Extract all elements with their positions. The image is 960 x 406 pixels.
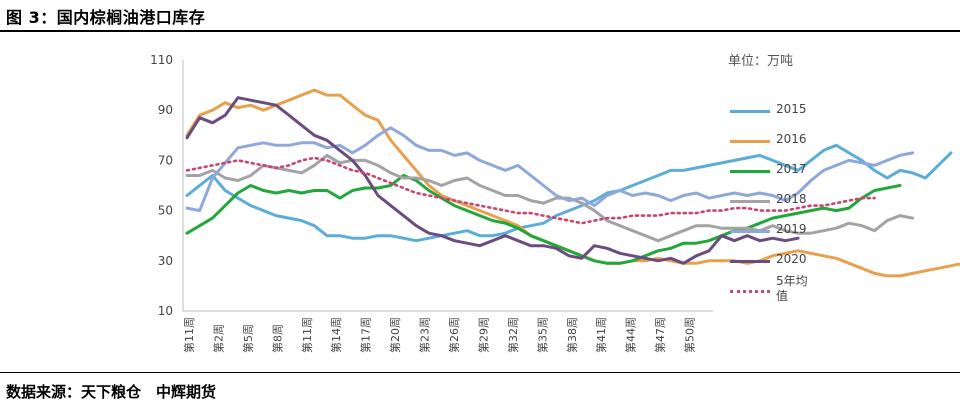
legend-label-2016: 2016 <box>776 132 807 146</box>
series-line-avg5 <box>185 156 876 225</box>
legend-line-2019 <box>730 230 770 233</box>
x-tick-label: 第17周 <box>359 317 373 353</box>
legend: 2015 2016 2017 2018 2019 2020 5年均值 <box>728 100 838 320</box>
series-line-2019 <box>185 126 915 213</box>
series-line-2016 <box>185 88 960 278</box>
x-tick-label: 第35周 <box>535 317 549 353</box>
y-tick-label: 10 <box>158 304 173 318</box>
x-tick-label: 第50周 <box>683 317 697 353</box>
y-tick-label: 110 <box>150 53 173 67</box>
y-tick-label: 90 <box>158 103 173 117</box>
x-tick-label: 第23周 <box>418 317 432 353</box>
figure-title: 图 3：国内棕榈油港口库存 <box>6 8 206 27</box>
x-tick-label: 第5周 <box>241 324 255 353</box>
source-note: 数据来源：天下粮仓 中辉期货 <box>6 383 217 401</box>
title-rule <box>0 30 960 32</box>
legend-item-2019: 2019 <box>728 220 838 250</box>
y-tick-label: 70 <box>158 153 173 167</box>
legend-item-2016: 2016 <box>728 130 838 160</box>
x-tick-label: 第14周 <box>329 317 343 353</box>
legend-label-2015: 2015 <box>776 102 807 116</box>
legend-line-2016 <box>730 140 770 143</box>
legend-label-2019: 2019 <box>776 222 807 236</box>
x-tick-label: 第20周 <box>388 317 402 353</box>
legend-line-2015 <box>730 110 770 113</box>
unit-label: 单位：万吨 <box>728 54 794 69</box>
legend-line-avg5 <box>730 290 770 293</box>
legend-label-avg5: 5年均值 <box>776 274 808 303</box>
legend-item-2018: 2018 <box>728 190 838 220</box>
x-tick-label: 第11周 <box>182 317 196 353</box>
x-tick-label: 第11周 <box>300 317 314 353</box>
legend-line-2020 <box>730 260 770 263</box>
legend-label-2018: 2018 <box>776 192 807 206</box>
x-tick-label: 第44周 <box>624 317 638 353</box>
footer-rule <box>0 372 960 373</box>
x-tick-label: 第8周 <box>270 324 284 353</box>
legend-item-2015: 2015 <box>728 100 838 130</box>
x-tick-label: 第2周 <box>211 324 225 353</box>
x-tick-label: 第41周 <box>594 317 608 353</box>
series-line-2018 <box>185 153 915 243</box>
x-tick-label: 第38周 <box>565 317 579 353</box>
x-tick-label: 第26周 <box>447 317 461 353</box>
legend-label-2020: 2020 <box>776 252 807 266</box>
legend-item-2017: 2017 <box>728 160 838 190</box>
legend-line-2017 <box>730 170 770 173</box>
series-line-2020 <box>185 96 800 265</box>
legend-label-2017: 2017 <box>776 162 807 176</box>
series-line-2017 <box>185 174 902 265</box>
series-line-2015 <box>185 143 953 243</box>
chart: 10 30 50 70 90 110 第11周 第2周 第5周 第8周 第11周 第14周 第17周 第2… <box>150 53 960 353</box>
x-tick-label: 第29周 <box>476 317 490 353</box>
y-tick-label: 30 <box>158 254 173 268</box>
y-tick-label: 50 <box>158 204 173 218</box>
x-tick-label: 第47周 <box>653 317 667 353</box>
x-tick-label: 第32周 <box>506 317 520 353</box>
legend-item-avg5: 5年均值 <box>728 274 838 320</box>
legend-item-2020: 2020 <box>728 250 838 280</box>
legend-line-2018 <box>730 200 770 203</box>
